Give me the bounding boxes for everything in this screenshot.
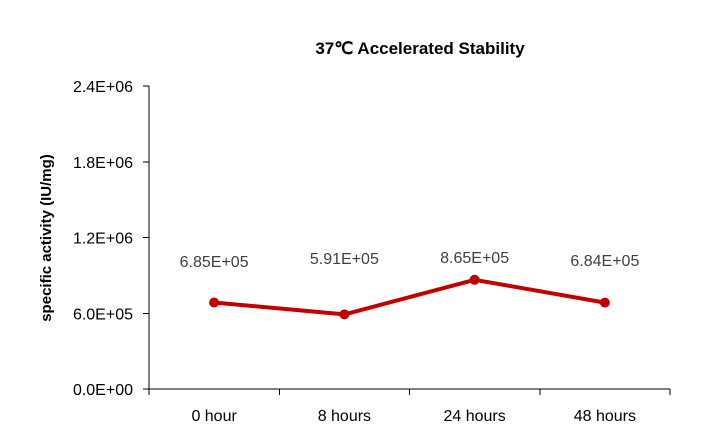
data-label: 6.85E+05 — [180, 254, 249, 271]
data-label: 8.65E+05 — [440, 250, 509, 267]
data-point — [469, 274, 480, 285]
y-axis-label: specific activity (IU/mg) — [38, 154, 55, 322]
data-label: 6.84E+05 — [570, 253, 639, 270]
data-point — [599, 297, 610, 308]
y-tick-label: 1.2E+06 — [73, 231, 133, 248]
x-tick-label: 24 hours — [443, 408, 505, 425]
chart-title: 37℃ Accelerated Stability — [315, 39, 525, 58]
data-label: 5.91E+05 — [310, 251, 379, 268]
y-tick-label: 1.8E+06 — [73, 155, 133, 172]
x-tick-label: 8 hours — [318, 408, 371, 425]
series-layer — [209, 274, 610, 320]
y-axis-ticks: 0.0E+00 6.0E+05 1.2E+06 1.8E+06 2.4E+06 — [73, 79, 149, 399]
data-labels: 6.85E+05 5.91E+05 8.65E+05 6.84E+05 — [180, 250, 640, 271]
x-tick-label: 0 hour — [191, 408, 237, 425]
y-tick-label: 6.0E+05 — [73, 306, 133, 323]
data-point — [339, 309, 350, 320]
y-tick-label: 0.0E+00 — [73, 382, 133, 399]
series-line — [213, 277, 606, 317]
x-tick-label: 48 hours — [574, 408, 636, 425]
y-tick-label: 2.4E+06 — [73, 79, 133, 96]
x-axis-ticks: 0 hour 8 hours 24 hours 48 hours — [148, 389, 671, 425]
data-point — [209, 297, 220, 308]
